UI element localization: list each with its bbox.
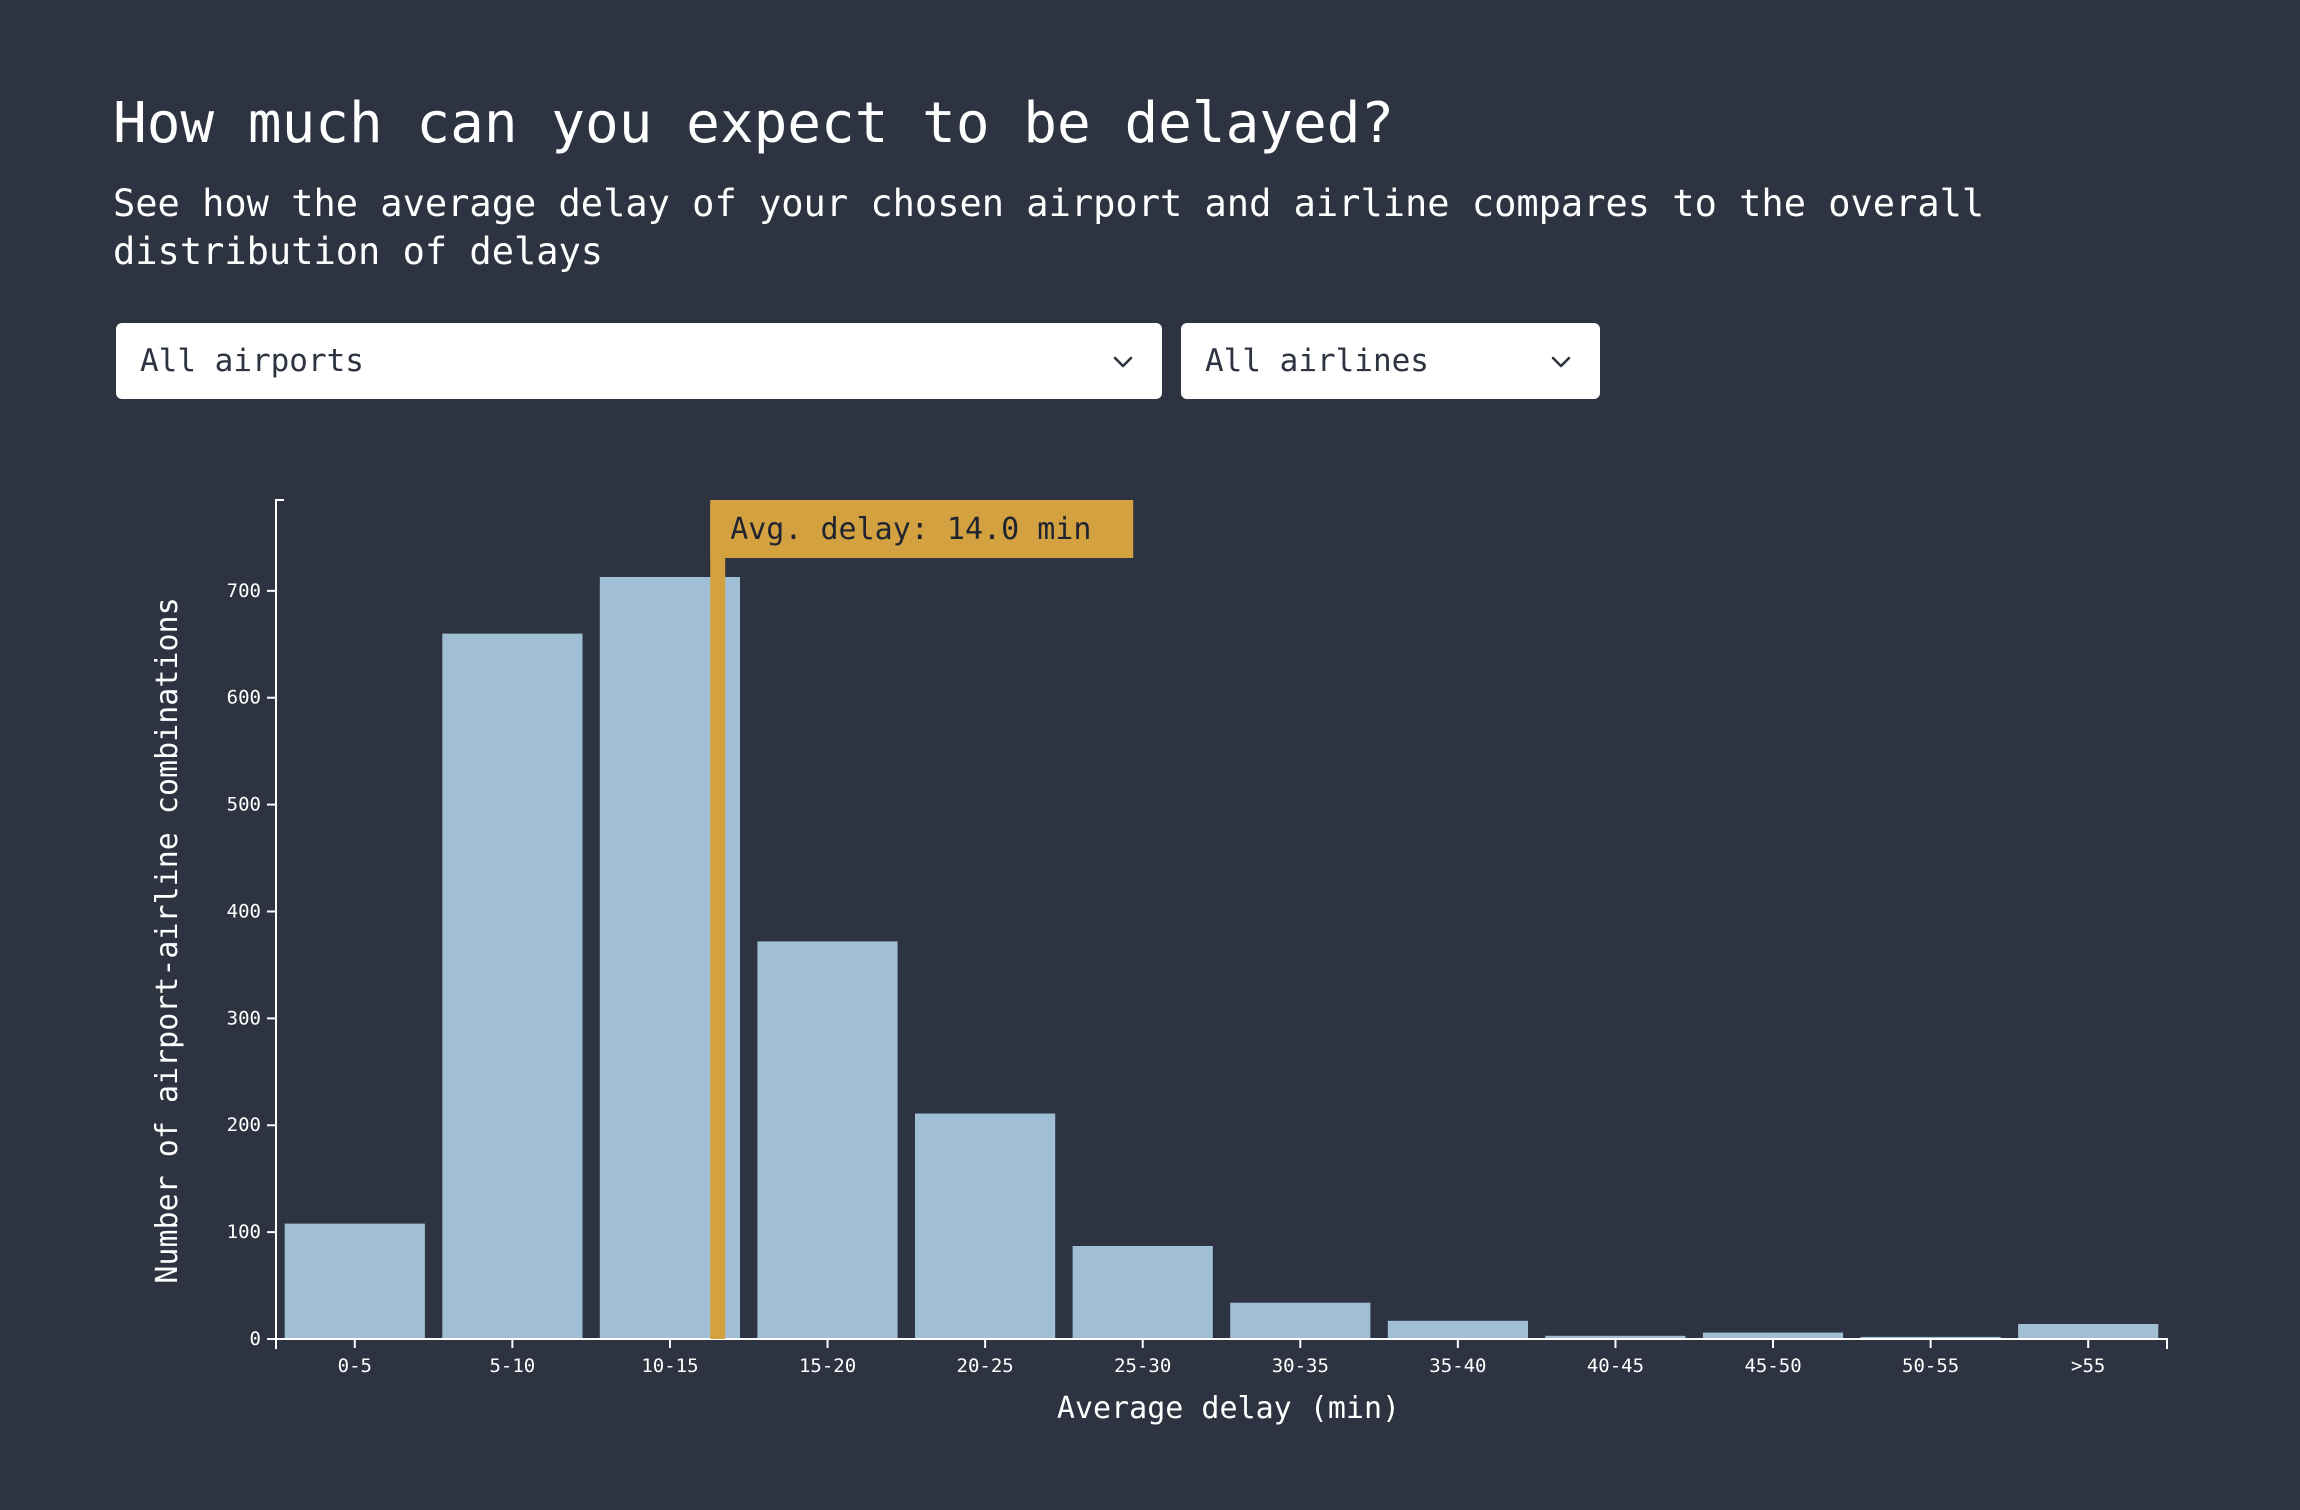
bar <box>757 941 898 1339</box>
y-tick-label: 400 <box>227 900 261 922</box>
y-tick-label: 700 <box>227 580 261 602</box>
delay-histogram: 0 100 200 300 400 500 600 700 0-5 5-10 10-15 15-20… <box>150 499 2168 1426</box>
avg-delay-marker-label: Avg. delay: 14.0 min <box>730 512 1091 547</box>
y-tick-label: 0 <box>250 1328 261 1350</box>
y-tick-label: 200 <box>227 1114 261 1136</box>
bar <box>1860 1336 2001 1339</box>
bar <box>2018 1324 2159 1339</box>
y-tick-label: 100 <box>227 1221 261 1243</box>
x-tick-label: 15-20 <box>799 1355 856 1377</box>
bar <box>1072 1246 1213 1339</box>
page-title: How much can you expect to be delayed? <box>113 91 1395 156</box>
x-tick-label: >55 <box>2071 1355 2105 1377</box>
y-tick-label: 300 <box>227 1007 261 1029</box>
bar <box>1545 1335 1686 1339</box>
x-tick-label: 20-25 <box>957 1355 1014 1377</box>
y-tick-label: 500 <box>227 794 261 816</box>
x-tick-label: 35-40 <box>1429 1355 1486 1377</box>
page-subtitle: See how the average delay of your chosen… <box>113 182 1985 273</box>
x-tick-label: 30-35 <box>1272 1355 1329 1377</box>
x-tick-label: 5-10 <box>489 1355 535 1377</box>
bar <box>915 1113 1056 1339</box>
bar <box>1702 1332 1844 1339</box>
x-tick-label: 40-45 <box>1587 1355 1644 1377</box>
x-tick-label: 0-5 <box>338 1355 372 1377</box>
bar <box>284 1223 425 1339</box>
airline-select[interactable]: All airlines <box>1181 323 1600 399</box>
avg-delay-marker-line <box>710 503 726 1339</box>
avg-delay-marker-box <box>710 500 1134 558</box>
chevron-down-icon <box>1113 356 1133 368</box>
airport-select[interactable]: All airports <box>116 323 1162 399</box>
bar <box>1230 1302 1371 1339</box>
bar <box>442 633 583 1339</box>
bar <box>1387 1320 1528 1339</box>
x-tick-label: 25-30 <box>1114 1355 1171 1377</box>
x-tick-label: 10-15 <box>641 1355 698 1377</box>
y-axis-title: Number of airport-airline combinations <box>150 597 185 1283</box>
chevron-down-icon <box>1551 356 1571 368</box>
airline-select-value: All airlines <box>1205 343 1429 379</box>
x-tick-label: 50-55 <box>1902 1355 1959 1377</box>
y-tick-label: 600 <box>227 687 261 709</box>
x-tick-label: 45-50 <box>1744 1355 1801 1377</box>
airport-select-value: All airports <box>140 343 364 379</box>
x-axis-title: Average delay (min) <box>1057 1391 1400 1426</box>
